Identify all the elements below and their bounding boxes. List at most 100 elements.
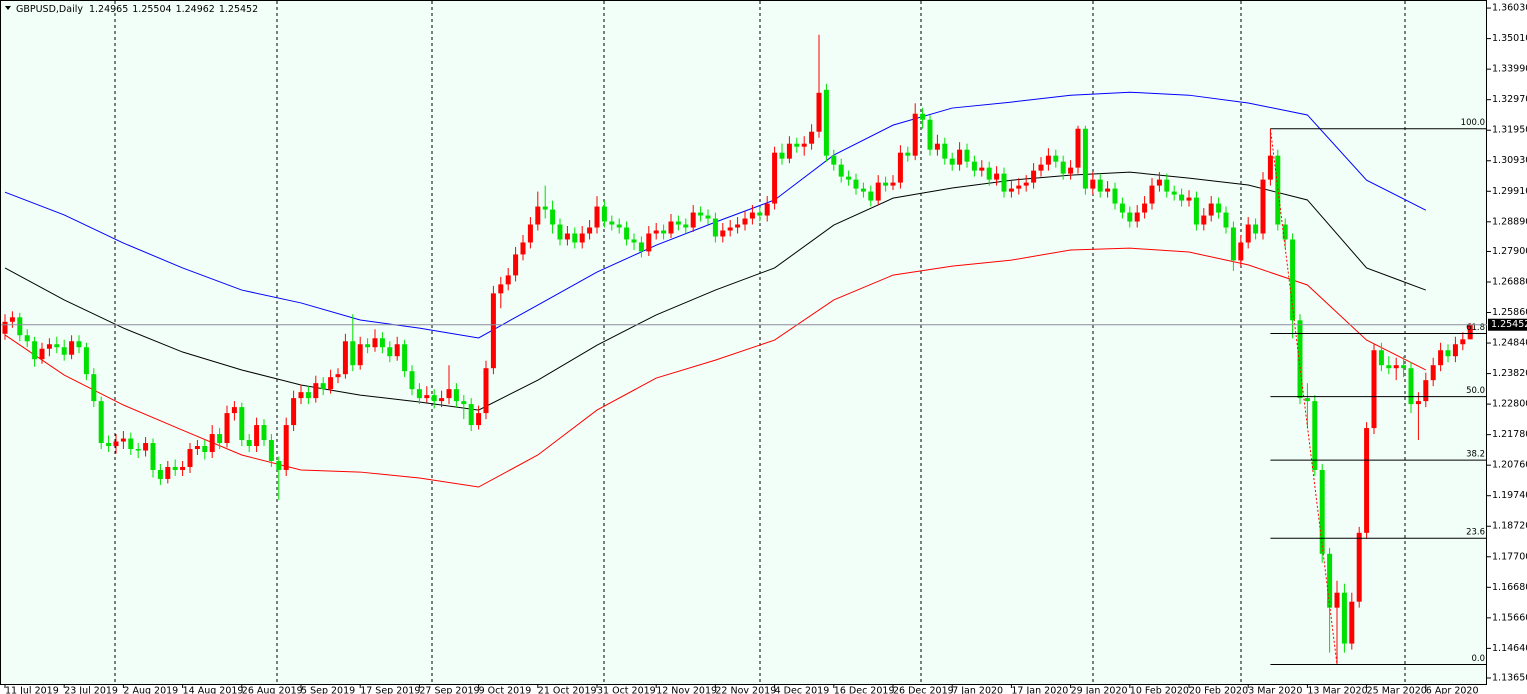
- y-tick-label: 1.22800: [1492, 399, 1527, 410]
- candle-body: [1334, 592, 1340, 608]
- y-tick-label: 1.27900: [1492, 246, 1527, 257]
- candle-body: [1319, 469, 1325, 554]
- candle-body: [46, 344, 52, 349]
- candle-body: [409, 371, 415, 390]
- candle-body: [587, 227, 593, 234]
- candle-body: [209, 434, 215, 453]
- candle-body: [1223, 212, 1229, 228]
- candle-body: [1327, 553, 1333, 608]
- candle-body: [17, 317, 23, 336]
- candle-body: [39, 348, 45, 360]
- candle-body: [1238, 242, 1244, 261]
- x-tick-label: 13 Mar 2020: [1307, 686, 1367, 694]
- candle-body: [254, 425, 260, 447]
- candle-body: [461, 401, 467, 405]
- candle-body: [1112, 188, 1118, 204]
- candle-body: [120, 438, 126, 442]
- candle-body: [927, 119, 933, 150]
- moving-average-line: [4, 247, 1427, 488]
- candle-body: [328, 377, 334, 390]
- candle-body: [727, 227, 733, 231]
- candle-body: [1230, 227, 1236, 261]
- candle-body: [1245, 224, 1251, 243]
- fib-level-label: 0.0: [1471, 654, 1485, 664]
- candle-body: [557, 224, 563, 240]
- candle-body: [823, 89, 829, 156]
- candle-body: [342, 341, 348, 375]
- candle-body: [1105, 188, 1111, 192]
- candle-body: [883, 182, 889, 186]
- y-tick-label: 1.32970: [1492, 94, 1527, 105]
- candle-body: [231, 407, 237, 414]
- candle-body: [897, 152, 903, 183]
- y-tick-label: 1.33990: [1492, 64, 1527, 75]
- fib-level-label: 23.6: [1466, 528, 1485, 538]
- candle-body: [631, 239, 637, 243]
- candle-body: [172, 466, 178, 470]
- candle-body: [535, 206, 541, 225]
- candle-body: [113, 441, 119, 447]
- candle-body: [1312, 401, 1318, 470]
- candle-body: [1008, 188, 1014, 192]
- candle-body: [1216, 203, 1222, 213]
- plot-area: [0, 0, 1487, 685]
- candle-body: [239, 407, 245, 441]
- candle-body: [446, 389, 452, 399]
- candle-body: [1393, 365, 1399, 369]
- x-tick-label: 10 Feb 2020: [1130, 686, 1189, 694]
- candle-body: [1090, 179, 1096, 189]
- candle-body: [1097, 179, 1103, 192]
- candle-body: [1164, 179, 1170, 192]
- candle-body: [542, 206, 548, 210]
- candle-body: [157, 469, 163, 479]
- candle-body: [69, 341, 75, 355]
- candle-body: [24, 335, 30, 342]
- candle-body: [853, 179, 859, 189]
- candle-body: [224, 413, 230, 444]
- candle-body: [772, 152, 778, 204]
- candle-body: [1430, 365, 1436, 381]
- candle-body: [283, 425, 289, 470]
- candle-body: [217, 434, 223, 444]
- candle-body: [1297, 320, 1303, 399]
- candle-body: [357, 344, 363, 366]
- fib-level-label: 100.0: [1461, 118, 1485, 128]
- candle-body: [1060, 161, 1066, 174]
- candle-body: [1075, 128, 1081, 168]
- candle-body: [1082, 128, 1088, 189]
- candle-body: [54, 344, 60, 348]
- candle-body: [594, 206, 600, 228]
- candle-body: [1053, 155, 1059, 162]
- candle-body: [579, 233, 585, 243]
- candle-body: [1378, 350, 1384, 366]
- candle-body: [320, 383, 326, 390]
- candle-body: [905, 152, 911, 156]
- candle-body: [1023, 182, 1029, 186]
- candle-body: [431, 395, 437, 402]
- menu-arrow[interactable]: [5, 6, 11, 10]
- candle-body: [735, 224, 741, 228]
- candle-body: [1371, 350, 1377, 429]
- y-tick-label: 1.29910: [1492, 186, 1527, 197]
- candle-body: [1179, 194, 1185, 201]
- candle-body: [564, 233, 570, 240]
- candle-body: [1415, 401, 1421, 405]
- candle-body: [91, 374, 97, 402]
- x-tick-label: 12 Nov 2019: [656, 686, 717, 694]
- candle-body: [106, 443, 112, 447]
- candle-body: [1149, 185, 1155, 204]
- y-tick-label: 1.20760: [1492, 460, 1527, 471]
- candle-body: [150, 443, 156, 470]
- candle-body: [1134, 212, 1140, 222]
- candle-body: [846, 176, 852, 180]
- candle-body: [1193, 197, 1199, 225]
- candle-body: [683, 224, 689, 228]
- candle-body: [1031, 170, 1037, 183]
- candle-body: [942, 143, 948, 159]
- x-tick-label: 22 Nov 2019: [715, 686, 776, 694]
- candle-body: [468, 404, 474, 426]
- candle-body: [912, 113, 918, 156]
- candle-body: [1127, 212, 1133, 222]
- candle-body: [816, 92, 822, 132]
- candle-body: [365, 344, 371, 348]
